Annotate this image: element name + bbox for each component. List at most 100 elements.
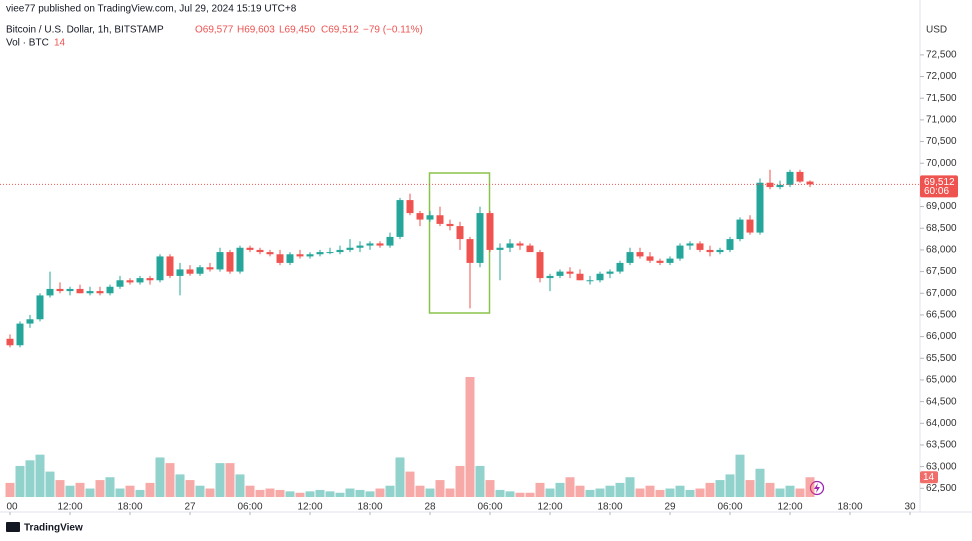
volume-bar (115, 488, 125, 497)
candle-body (6, 338, 14, 346)
candle-body (706, 249, 714, 253)
candle-body (406, 200, 414, 214)
y-tick-label: 68,500 (926, 223, 957, 234)
x-tick-label: 30 (904, 502, 916, 513)
x-tick-label: 18:00 (117, 502, 142, 513)
y-tick-label: 64,500 (926, 396, 957, 407)
y-tick-label: 70,000 (926, 158, 957, 169)
x-tick-label: 06:00 (237, 502, 262, 513)
candle-body (716, 249, 724, 253)
volume-bar (785, 485, 795, 497)
volume-bar (235, 474, 245, 497)
volume-bar (265, 488, 275, 497)
volume-bar (225, 463, 235, 497)
x-tick-label: 06:00 (477, 502, 502, 513)
volume-bar (495, 489, 505, 497)
y-tick-label: 69,000 (926, 201, 957, 212)
x-tick-label: 12:00 (57, 502, 82, 513)
symbol-title: Bitcoin / U.S. Dollar, 1h, BITSTAMP (6, 25, 164, 36)
candle-body (246, 247, 254, 250)
volume-bar (545, 488, 555, 497)
x-tick-label: 12:00 (297, 502, 322, 513)
volume-bar (135, 489, 145, 497)
last-price-box (920, 175, 958, 198)
y-tick-label: 67,500 (926, 266, 957, 277)
candle-body (336, 249, 344, 253)
volume-bar (395, 457, 405, 497)
candle-body (476, 213, 484, 263)
lightning-icon (814, 483, 820, 493)
candle-body (596, 273, 604, 281)
volume-bar (675, 485, 685, 497)
volume-bar (685, 489, 695, 497)
candle-body (86, 291, 94, 294)
volume-bar (505, 491, 515, 497)
volume-bar (515, 492, 525, 497)
volume-bar (65, 485, 75, 497)
candle-body (566, 271, 574, 274)
x-tick-label: 00 (6, 502, 18, 513)
candle-body (576, 273, 584, 281)
candle-body (656, 260, 664, 263)
volume-bar (655, 489, 665, 497)
candle-body (526, 245, 534, 253)
candle-body (56, 288, 64, 292)
candle-body (696, 243, 704, 250)
volume-bar (185, 480, 195, 497)
volume-bar (485, 480, 495, 497)
candle-body (106, 286, 114, 294)
volume-bar (5, 482, 15, 497)
volume-bar (755, 468, 765, 497)
volume-bar (445, 488, 455, 497)
x-tick-label: 18:00 (837, 502, 862, 513)
x-tick-label: 29 (664, 502, 676, 513)
y-tick-label: 72,500 (926, 50, 957, 61)
candle-body (376, 243, 384, 246)
candle-body (236, 247, 244, 272)
low-label: L69,450 (279, 25, 316, 36)
candle-body (776, 184, 784, 188)
candle-body (446, 223, 454, 227)
volume-bar (55, 480, 65, 497)
candle-body (176, 269, 184, 276)
candle-body (786, 171, 794, 185)
volume-bar (335, 492, 345, 497)
publisher-line: viee77 published on TradingView.com, Jul… (6, 4, 297, 15)
candle-body (226, 252, 234, 272)
volume-bar (285, 491, 295, 497)
candle-body (796, 171, 804, 182)
candle-body (806, 181, 814, 185)
candle-body (266, 252, 274, 255)
candle-body (206, 267, 214, 270)
volume-bar (375, 488, 385, 497)
volume-legend: Vol · BTC (6, 38, 49, 49)
candle-body (416, 213, 424, 220)
candle-body (196, 267, 204, 274)
volume-bar (555, 482, 565, 497)
candle-body (736, 219, 744, 240)
volume-bar (105, 477, 115, 497)
candle-body (606, 271, 614, 274)
candle-body (36, 295, 44, 320)
candle-body (486, 213, 494, 250)
volume-bar (525, 492, 535, 497)
volume-bar (45, 471, 55, 497)
volume-bar (195, 485, 205, 497)
y-tick-label: 71,500 (926, 93, 957, 104)
volume-bar (145, 482, 155, 497)
volume-bar (475, 465, 485, 497)
volume-bar (215, 463, 225, 497)
candle-body (136, 278, 144, 283)
candle-body (126, 280, 134, 283)
high-label: H69,603 (237, 25, 275, 36)
y-tick-label: 66,500 (926, 310, 957, 321)
volume-bar (705, 482, 715, 497)
candle-body (326, 252, 334, 254)
volume-bar (635, 488, 645, 497)
volume-legend-value: 14 (54, 38, 66, 49)
candle-body (726, 239, 734, 250)
volume-layer (5, 377, 815, 497)
volume-bar (625, 477, 635, 497)
y-tick-label: 62,500 (926, 483, 957, 494)
